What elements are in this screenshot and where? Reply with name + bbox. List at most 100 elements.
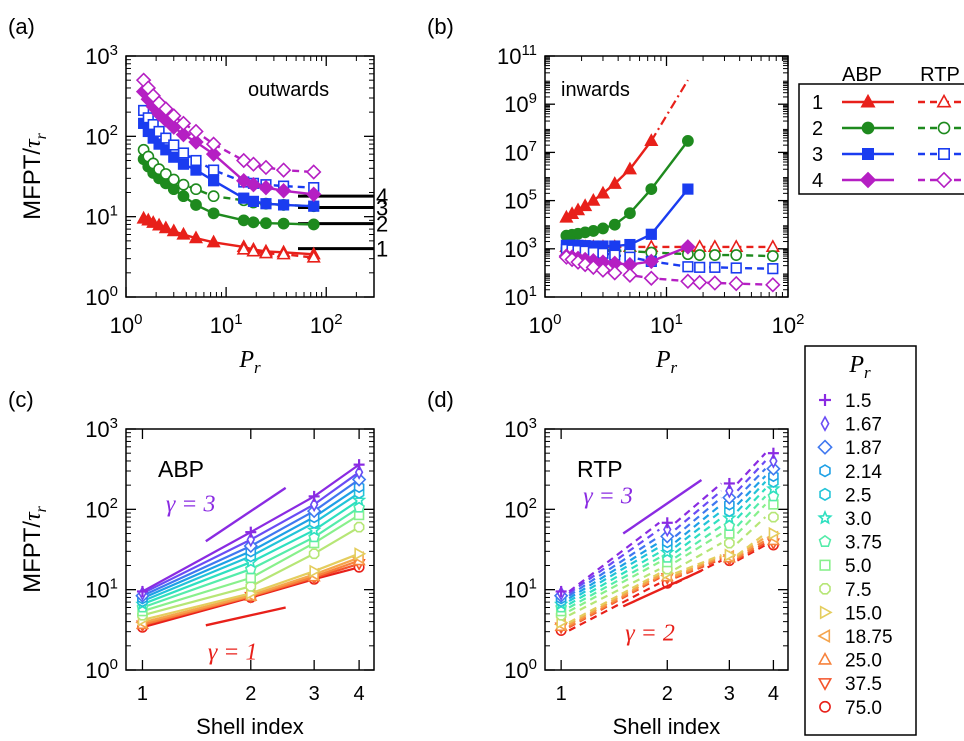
x-tick-label: 1 [556, 683, 567, 705]
data-point [724, 548, 737, 562]
series-line [736, 495, 767, 527]
data-point [177, 178, 190, 191]
data-point [167, 173, 180, 186]
slope-guide-line [622, 479, 703, 535]
legend-row-label: 1 [812, 92, 823, 114]
data-point [309, 564, 322, 578]
x-tick-label: 101 [650, 311, 683, 338]
series-line [568, 568, 660, 617]
series-line [736, 488, 767, 519]
slope-guide-line [622, 569, 702, 608]
series-line [142, 559, 360, 626]
data-point [247, 216, 260, 229]
data-point [260, 198, 272, 210]
y-tick-label: 101 [504, 283, 537, 310]
series-line [674, 489, 723, 531]
data-point [307, 218, 320, 231]
legend-item-label: 18.75 [845, 627, 893, 648]
data-point [609, 240, 621, 252]
legend-item-label: 25.0 [845, 651, 882, 672]
data-point [723, 477, 735, 489]
series-line [568, 541, 660, 600]
data-point [305, 164, 322, 180]
series-line [736, 532, 767, 556]
series-line [568, 582, 660, 632]
series-pr-3.0 [553, 481, 781, 611]
legend-marker [819, 700, 831, 713]
legend-marker [819, 394, 831, 406]
y-tick-label: 101 [85, 575, 118, 602]
data-point [245, 176, 262, 193]
series-line [674, 517, 723, 554]
data-point [682, 183, 694, 195]
series-pr-15.0 [556, 526, 781, 630]
panel-title: ABP [158, 456, 204, 482]
panel-annotation: inwards [561, 79, 630, 101]
data-point [353, 459, 365, 471]
slope-label: γ = 2 [625, 620, 675, 646]
data-point [693, 249, 706, 261]
data-point [258, 159, 274, 176]
data-point [190, 199, 202, 211]
data-point [643, 270, 660, 286]
plot-frame [125, 428, 375, 671]
data-point [275, 162, 292, 178]
legend-item-label: 1.5 [845, 391, 871, 412]
slope-guide-line [205, 606, 286, 627]
data-point [586, 192, 601, 206]
data-point [190, 183, 202, 196]
data-point [555, 585, 567, 597]
legend-item-label: 37.5 [845, 674, 882, 695]
data-point [708, 249, 721, 261]
plot-frame [544, 428, 789, 671]
data-point [306, 522, 322, 537]
legend-item-label: 7.5 [845, 580, 871, 601]
data-point [275, 183, 292, 199]
legend-marker [817, 678, 833, 691]
legend-marker [935, 171, 953, 189]
data-point [682, 261, 694, 273]
series-line [141, 463, 360, 593]
x-tick-label: 2 [245, 683, 256, 705]
data-point [166, 223, 181, 237]
data-point [205, 146, 222, 162]
series-line [674, 558, 722, 579]
data-point [680, 273, 696, 289]
series-line [142, 499, 360, 606]
data-point [595, 262, 611, 278]
series-line [736, 516, 767, 544]
legend-marker [861, 148, 874, 161]
panel-label: (b) [427, 14, 454, 39]
data-point [276, 246, 291, 260]
data-point [190, 154, 202, 167]
series-line [142, 506, 360, 609]
data-point [190, 164, 202, 176]
x-tick-label: 3 [724, 683, 735, 705]
slope-label: γ = 1 [208, 639, 258, 665]
data-point [730, 262, 742, 274]
series-line [674, 525, 723, 559]
panel-label: (d) [427, 387, 454, 412]
data-point [577, 256, 593, 273]
x-tick-label: 4 [354, 683, 365, 705]
x-axis-label: Pr [655, 347, 678, 377]
data-point [768, 511, 779, 523]
y-tick-label: 101 [85, 202, 118, 229]
series-line [568, 521, 660, 593]
data-point [177, 158, 190, 170]
data-point [644, 133, 659, 147]
data-point [624, 207, 636, 220]
legend-marker [819, 464, 831, 478]
data-point [351, 492, 367, 507]
x-tick-label: 4 [768, 683, 779, 705]
panel-annotation: outwards [248, 79, 329, 101]
series-line [142, 556, 360, 624]
data-point [153, 125, 165, 138]
series-line [736, 481, 767, 512]
series-shell-2-abp [560, 135, 694, 242]
series-line [568, 535, 660, 597]
data-point [765, 277, 781, 293]
legend-item-label: 1.87 [845, 438, 882, 459]
